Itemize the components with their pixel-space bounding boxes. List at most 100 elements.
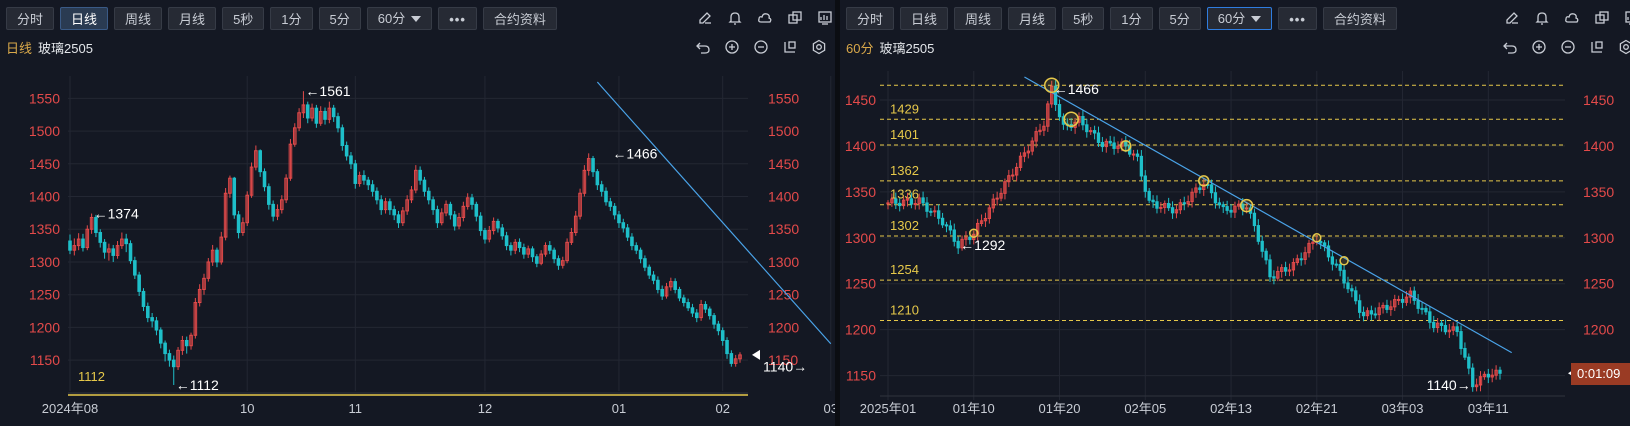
candle-body — [1420, 307, 1424, 310]
candle-body — [578, 192, 582, 217]
candle-body — [569, 232, 574, 243]
candle-body — [712, 315, 716, 325]
level-label: 1401 — [890, 127, 919, 142]
layout-icon[interactable] — [1589, 39, 1605, 55]
candle-body — [197, 288, 202, 304]
settings-icon[interactable] — [811, 39, 827, 55]
y-tick-label-right: 1200 — [768, 319, 799, 335]
candle-body — [1459, 331, 1463, 349]
candle-body — [245, 194, 250, 224]
hourly-chart-panel: 分时 日线 周线 月线 5秒 1分 5分 60分 ••• 合约资料 60分 玻璃2… — [840, 0, 1630, 426]
candle-body — [405, 199, 409, 212]
tab-1m[interactable]: 1分 — [1110, 7, 1153, 30]
candle-body — [137, 274, 141, 292]
hourly-candlestick-chart[interactable]: 1150115012001200125012501300130013501350… — [840, 0, 1630, 426]
x-tick-label: 02年13 — [1210, 401, 1252, 416]
candle-body — [656, 279, 660, 290]
cloud-icon[interactable] — [1564, 10, 1580, 26]
candle-body — [310, 107, 314, 119]
candle-body — [733, 358, 738, 364]
tab-5s[interactable]: 5秒 — [222, 7, 265, 30]
candle-body — [448, 203, 453, 216]
candle-body — [1229, 209, 1233, 213]
candle-body — [1155, 201, 1159, 209]
period-select[interactable]: 60分 — [366, 7, 433, 30]
tab-monthly[interactable]: 月线 — [1008, 7, 1057, 30]
tab-daily[interactable]: 日线 — [900, 7, 949, 30]
copy-icon[interactable] — [1594, 10, 1610, 26]
pivot-marker — [1120, 140, 1132, 152]
edit-icon[interactable] — [697, 10, 713, 26]
edit-icon[interactable] — [1504, 10, 1520, 26]
candle-body — [929, 210, 933, 213]
contract-info-button[interactable]: 合约资料 — [1322, 7, 1397, 30]
candle-body — [1030, 140, 1034, 152]
tab-weekly[interactable]: 周线 — [114, 7, 163, 30]
candle-body — [176, 349, 180, 368]
candle-body — [909, 198, 914, 205]
candle-body — [630, 236, 634, 247]
monitor-icon[interactable] — [1624, 10, 1630, 26]
contract-info-button[interactable]: 合约资料 — [482, 7, 557, 30]
panel-divider[interactable] — [835, 0, 840, 426]
candle-body — [262, 171, 267, 188]
undo-icon[interactable] — [1502, 39, 1518, 55]
candle-body — [573, 215, 578, 234]
tab-5m[interactable]: 5分 — [1158, 7, 1201, 30]
candle-body — [1334, 263, 1338, 266]
tab-intraday[interactable]: 分时 — [6, 7, 55, 30]
candle-body — [686, 302, 690, 309]
tab-weekly[interactable]: 周线 — [954, 7, 1003, 30]
period-select[interactable]: 60分 — [1206, 7, 1273, 30]
y-tick-label-left: 1450 — [29, 156, 60, 172]
price-annotation: ←1466 — [612, 145, 657, 161]
tab-5m[interactable]: 5分 — [318, 7, 361, 30]
candle-body — [435, 209, 440, 224]
more-button[interactable]: ••• — [438, 7, 477, 30]
more-button[interactable]: ••• — [1278, 7, 1317, 30]
candle-body — [948, 225, 953, 231]
candle-body — [1264, 250, 1268, 261]
zoom-out-icon[interactable] — [753, 39, 769, 55]
candle-body — [979, 220, 984, 224]
settings-icon[interactable] — [1618, 39, 1630, 55]
monitor-icon[interactable] — [817, 10, 833, 26]
bell-icon[interactable] — [1534, 10, 1550, 26]
zoom-in-icon[interactable] — [724, 39, 740, 55]
candle-body — [703, 304, 708, 310]
candle-body — [487, 230, 492, 240]
y-tick-label-left: 1200 — [845, 322, 876, 338]
tab-intraday[interactable]: 分时 — [846, 7, 895, 30]
pivot-marker — [969, 228, 979, 238]
candle-body — [1163, 203, 1167, 208]
y-tick-label-right: 1500 — [768, 123, 799, 139]
candle-body — [249, 166, 254, 196]
candle-body — [1007, 175, 1011, 183]
candle-body — [694, 312, 699, 319]
zoom-out-icon[interactable] — [1560, 39, 1576, 55]
tab-monthly[interactable]: 月线 — [168, 7, 217, 30]
candle-body — [913, 203, 917, 206]
undo-icon[interactable] — [695, 39, 711, 55]
tab-5s[interactable]: 5秒 — [1062, 7, 1105, 30]
candle-body — [1167, 203, 1171, 209]
cloud-icon[interactable] — [757, 10, 773, 26]
candle-body — [228, 177, 232, 194]
tab-daily[interactable]: 日线 — [60, 7, 109, 30]
candle-body — [327, 107, 332, 120]
price-annotation: ←1112 — [176, 377, 219, 393]
pivot-marker — [1339, 256, 1349, 266]
tab-1m[interactable]: 1分 — [270, 7, 313, 30]
candle-body — [344, 144, 349, 157]
candle-body — [1018, 155, 1023, 168]
x-tick-label: 2024年08 — [42, 401, 98, 416]
layout-icon[interactable] — [782, 39, 798, 55]
candle-body — [1108, 140, 1112, 144]
daily-candlestick-chart[interactable]: 1150 1150 1200 1200 1250 1250 1300 1300 1350 1350… — [0, 0, 835, 426]
candle-body — [496, 220, 500, 229]
countdown-timer: 0:01:09 — [1571, 363, 1630, 385]
copy-icon[interactable] — [787, 10, 803, 26]
zoom-in-icon[interactable] — [1531, 39, 1547, 55]
candle-body — [1252, 212, 1257, 227]
bell-icon[interactable] — [727, 10, 743, 26]
